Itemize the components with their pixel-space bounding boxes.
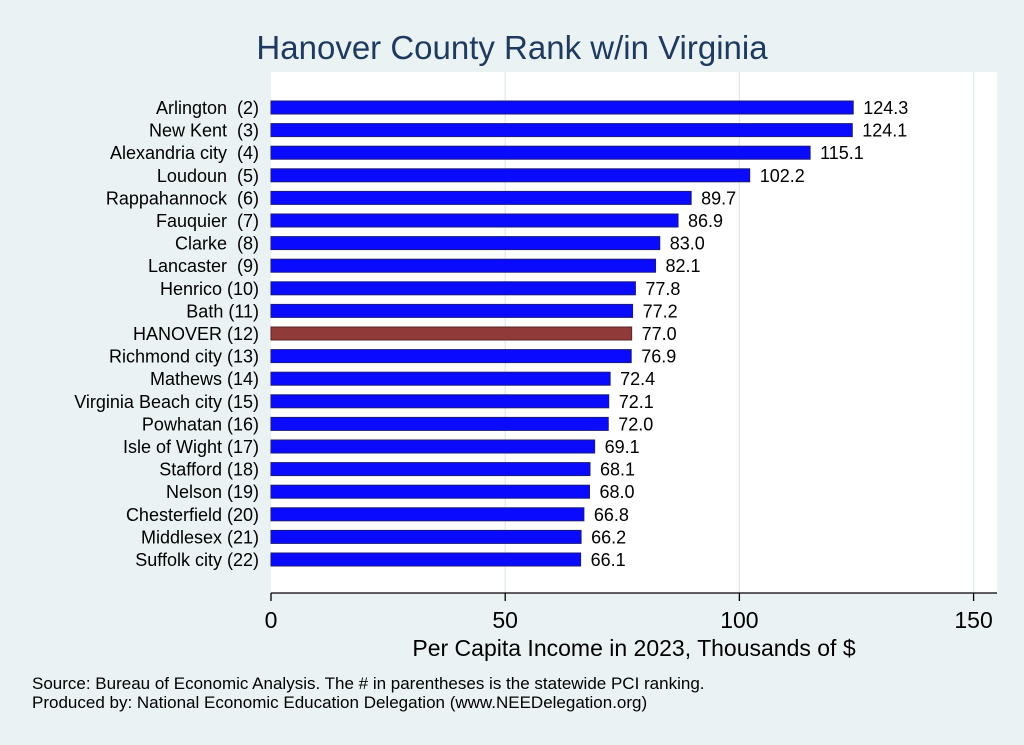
- chart-title: Hanover County Rank w/in Virginia: [256, 29, 768, 66]
- value-label-20: 66.1: [591, 550, 626, 570]
- bar-9: [270, 303, 634, 318]
- category-label-13: Virginia Beach city (15): [74, 392, 259, 412]
- category-label-5: Fauquier (7): [156, 211, 259, 231]
- value-label-17: 68.0: [600, 482, 635, 502]
- source-note: Source: Bureau of Economic Analysis. The…: [32, 674, 705, 693]
- category-label-4: Rappahannock (6): [106, 188, 259, 208]
- value-label-1: 124.1: [862, 121, 907, 141]
- category-label-17: Nelson (19): [166, 482, 259, 502]
- bar-17: [270, 484, 591, 499]
- category-label-8: Henrico (10): [160, 279, 259, 299]
- bar-4: [270, 190, 692, 205]
- category-label-0: Arlington (2): [156, 98, 259, 118]
- category-label-10: HANOVER (12): [133, 324, 259, 344]
- x-tick-label-3: 150: [954, 607, 992, 633]
- bars: [270, 100, 854, 567]
- value-label-5: 86.9: [688, 211, 723, 231]
- value-label-15: 69.1: [605, 437, 640, 457]
- bar-13: [270, 394, 610, 409]
- bar-1: [270, 123, 853, 138]
- value-label-10: 77.0: [642, 324, 677, 344]
- bar-11: [270, 349, 632, 364]
- category-label-9: Bath (11): [186, 301, 259, 321]
- value-label-16: 68.1: [600, 460, 635, 480]
- category-label-15: Isle of Wight (17): [123, 437, 259, 457]
- value-label-18: 66.8: [594, 505, 629, 525]
- bar-14: [270, 416, 609, 431]
- category-label-2: Alexandria city (4): [110, 143, 259, 163]
- category-label-14: Powhatan (16): [142, 414, 259, 434]
- x-axis: 0 50 100 150: [265, 592, 997, 633]
- bar-19: [270, 529, 582, 544]
- value-label-3: 102.2: [760, 166, 805, 186]
- category-label-20: Suffolk city (22): [135, 550, 259, 570]
- value-label-13: 72.1: [619, 392, 654, 412]
- bar-15: [270, 439, 596, 454]
- bar-20: [270, 552, 582, 567]
- bar-6: [270, 236, 661, 251]
- value-label-4: 89.7: [701, 188, 736, 208]
- value-label-8: 77.8: [645, 279, 680, 299]
- bar-16: [270, 462, 591, 477]
- x-tick-label-2: 100: [720, 607, 758, 633]
- bar-7: [270, 258, 657, 273]
- value-label-7: 82.1: [666, 256, 701, 276]
- value-label-9: 77.2: [643, 301, 678, 321]
- category-label-11: Richmond city (13): [109, 347, 259, 367]
- category-label-3: Loudoun (5): [157, 166, 259, 186]
- category-label-1: New Kent (3): [149, 121, 259, 141]
- value-label-14: 72.0: [618, 414, 653, 434]
- category-label-6: Clarke (8): [175, 234, 259, 254]
- bar-2: [270, 145, 811, 160]
- bar-3: [270, 168, 751, 183]
- value-label-0: 124.3: [863, 98, 908, 118]
- value-label-11: 76.9: [641, 347, 676, 367]
- category-label-12: Mathews (14): [150, 369, 259, 389]
- value-label-2: 115.1: [820, 143, 864, 163]
- value-label-12: 72.4: [620, 369, 655, 389]
- bar-12: [270, 371, 611, 386]
- x-tick-label-0: 0: [265, 607, 278, 633]
- bar-highlight: [270, 326, 633, 341]
- bar-5: [270, 213, 679, 228]
- bar-8: [270, 281, 636, 296]
- category-label-16: Stafford (18): [159, 460, 259, 480]
- value-label-6: 83.0: [670, 234, 705, 254]
- category-label-7: Lancaster (9): [148, 256, 259, 276]
- category-labels: Arlington (2) New Kent (3)Alexandria city…: [74, 98, 259, 570]
- bar-0: [270, 100, 854, 115]
- value-label-19: 66.2: [591, 527, 626, 547]
- category-label-19: Middlesex (21): [141, 527, 259, 547]
- category-label-18: Chesterfield (20): [126, 505, 259, 525]
- x-axis-title: Per Capita Income in 2023, Thousands of …: [412, 635, 855, 661]
- bar-18: [270, 507, 585, 522]
- x-tick-label-1: 50: [492, 607, 518, 633]
- producer-note: Produced by: National Economic Education…: [32, 693, 647, 712]
